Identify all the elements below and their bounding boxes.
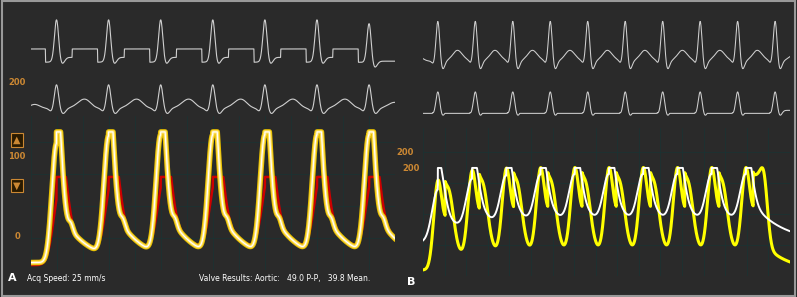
Text: Valve Results: Aortic:   49.0 P-P,   39.8 Mean.: Valve Results: Aortic: 49.0 P-P, 39.8 Me… — [199, 274, 371, 283]
Text: 200: 200 — [397, 148, 414, 157]
Text: Acq Speed: 25 mm/s: Acq Speed: 25 mm/s — [27, 274, 106, 283]
Text: 100: 100 — [9, 152, 26, 162]
Text: ▼: ▼ — [14, 181, 21, 190]
Text: 0: 0 — [14, 232, 20, 241]
Text: B: B — [407, 277, 415, 287]
Text: A: A — [8, 274, 17, 283]
Text: ▲: ▲ — [14, 135, 21, 145]
Text: 200: 200 — [9, 78, 26, 87]
Text: 200: 200 — [402, 164, 420, 173]
